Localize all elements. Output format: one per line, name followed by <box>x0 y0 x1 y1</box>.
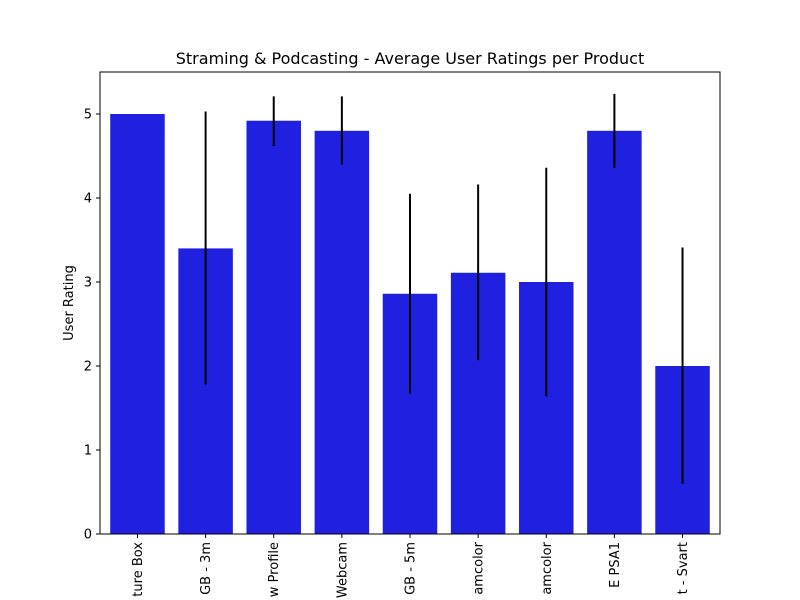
plot-frame <box>99 71 721 535</box>
x-tick-label-6: amcolor <box>540 541 555 594</box>
x-axis: ture Box GB - 3m w Profile Webcam GB - 5m amc… <box>131 534 691 598</box>
bar-7 <box>587 130 642 535</box>
y-axis-label: User Rating <box>62 265 77 341</box>
errorbars-group <box>204 93 684 484</box>
x-tick-label-5: amcolor <box>472 541 487 594</box>
y-tick-label-3: 3 <box>84 276 92 291</box>
y-tick-label-4: 4 <box>84 192 92 207</box>
x-tick-label-3: Webcam <box>335 542 350 598</box>
x-tick-label-0: ture Box <box>131 542 146 597</box>
y-tick-label-0: 0 <box>84 528 92 543</box>
y-tick-label-5: 5 <box>84 108 92 123</box>
x-tick-label-4: GB - 5m <box>404 542 419 595</box>
bar-0 <box>110 114 165 534</box>
y-axis: 0 1 2 3 4 5 <box>84 108 100 543</box>
y-tick-label-2: 2 <box>84 360 92 375</box>
x-tick-label-7: E PSA1 <box>608 542 623 588</box>
bar-3 <box>314 130 370 535</box>
x-tick-label-1: GB - 3m <box>199 542 214 595</box>
y-tick-label-1: 1 <box>84 444 92 459</box>
x-tick-label-8: t - Svart <box>676 542 691 594</box>
bar-2 <box>246 120 301 534</box>
chart-title: Straming & Podcasting - Average User Rat… <box>176 49 644 68</box>
bars-group <box>110 114 710 535</box>
x-tick-label-2: w Profile <box>267 542 282 597</box>
